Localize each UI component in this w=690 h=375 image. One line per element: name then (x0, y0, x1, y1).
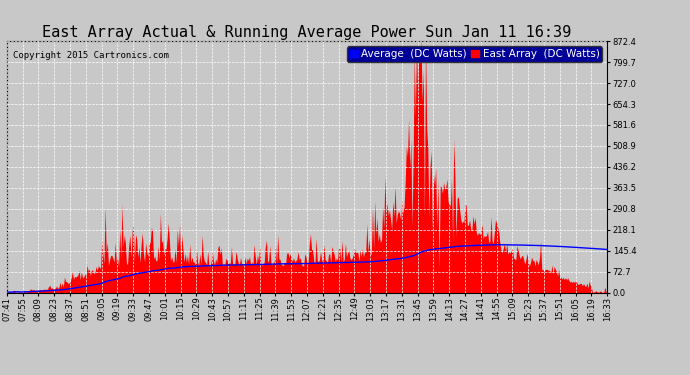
Text: Copyright 2015 Cartronics.com: Copyright 2015 Cartronics.com (13, 51, 169, 60)
Title: East Array Actual & Running Average Power Sun Jan 11 16:39: East Array Actual & Running Average Powe… (42, 25, 572, 40)
Legend: Average  (DC Watts), East Array  (DC Watts): Average (DC Watts), East Array (DC Watts… (347, 46, 602, 62)
